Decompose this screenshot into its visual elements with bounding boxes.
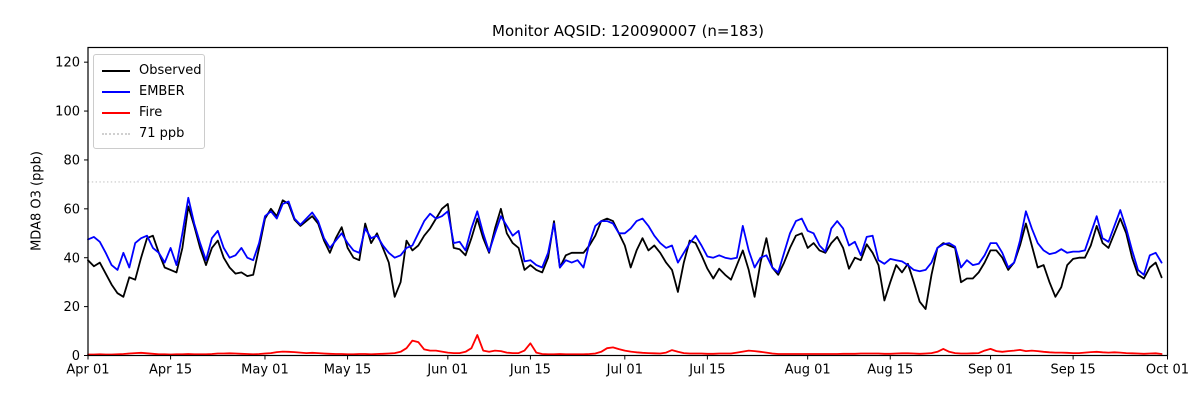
y-tick-label: 120 [55, 56, 80, 71]
legend-item-fire: Fire [102, 102, 196, 123]
legend: Observed EMBER Fire 71 ppb [93, 54, 205, 149]
x-tick-label: Sep 01 [968, 363, 1013, 378]
x-tick-label: Aug 01 [785, 363, 831, 378]
legend-label: Observed [139, 63, 202, 78]
legend-label: Fire [139, 105, 163, 120]
x-tick-label: Apr 01 [66, 363, 109, 378]
x-tick-label: Jul 01 [606, 363, 643, 378]
legend-label: EMBER [139, 84, 185, 99]
plot-border [87, 46, 1169, 357]
ember-line-sample [102, 90, 130, 93]
y-axis-label: MDA8 O3 (ppb) [29, 151, 45, 251]
x-tick-label: Apr 15 [149, 363, 192, 378]
x-tick-label: Sep 15 [1051, 363, 1096, 378]
x-tick-label: Jun 01 [426, 363, 468, 378]
x-tick-label: Jun 15 [509, 363, 551, 378]
y-tick-label: 80 [63, 153, 80, 168]
legend-label: 71 ppb [139, 126, 185, 141]
x-tick-label: Oct 01 [1146, 363, 1189, 378]
threshold-line-sample [102, 132, 130, 135]
observed-line [87, 199, 1163, 311]
legend-item-threshold: 71 ppb [102, 123, 196, 144]
fire-line-sample [102, 111, 130, 114]
y-tick-label: 40 [63, 251, 80, 266]
observed-line-sample [102, 69, 130, 72]
y-tick-label: 20 [63, 300, 80, 315]
chart-title: Monitor AQSID: 120090007 (n=183) [492, 22, 764, 40]
y-tick-label: 100 [55, 105, 80, 120]
legend-item-ember: EMBER [102, 81, 196, 102]
legend-item-observed: Observed [102, 60, 202, 81]
x-tick-label: Jul 15 [688, 363, 725, 378]
ember-line [87, 196, 1163, 276]
fire-line [87, 334, 1163, 356]
x-tick-label: Aug 15 [867, 363, 913, 378]
y-tick-label: 60 [63, 202, 80, 217]
y-tick-label: 0 [72, 349, 80, 364]
x-tick-label: May 01 [241, 363, 289, 378]
x-tick-label: May 15 [324, 363, 372, 378]
